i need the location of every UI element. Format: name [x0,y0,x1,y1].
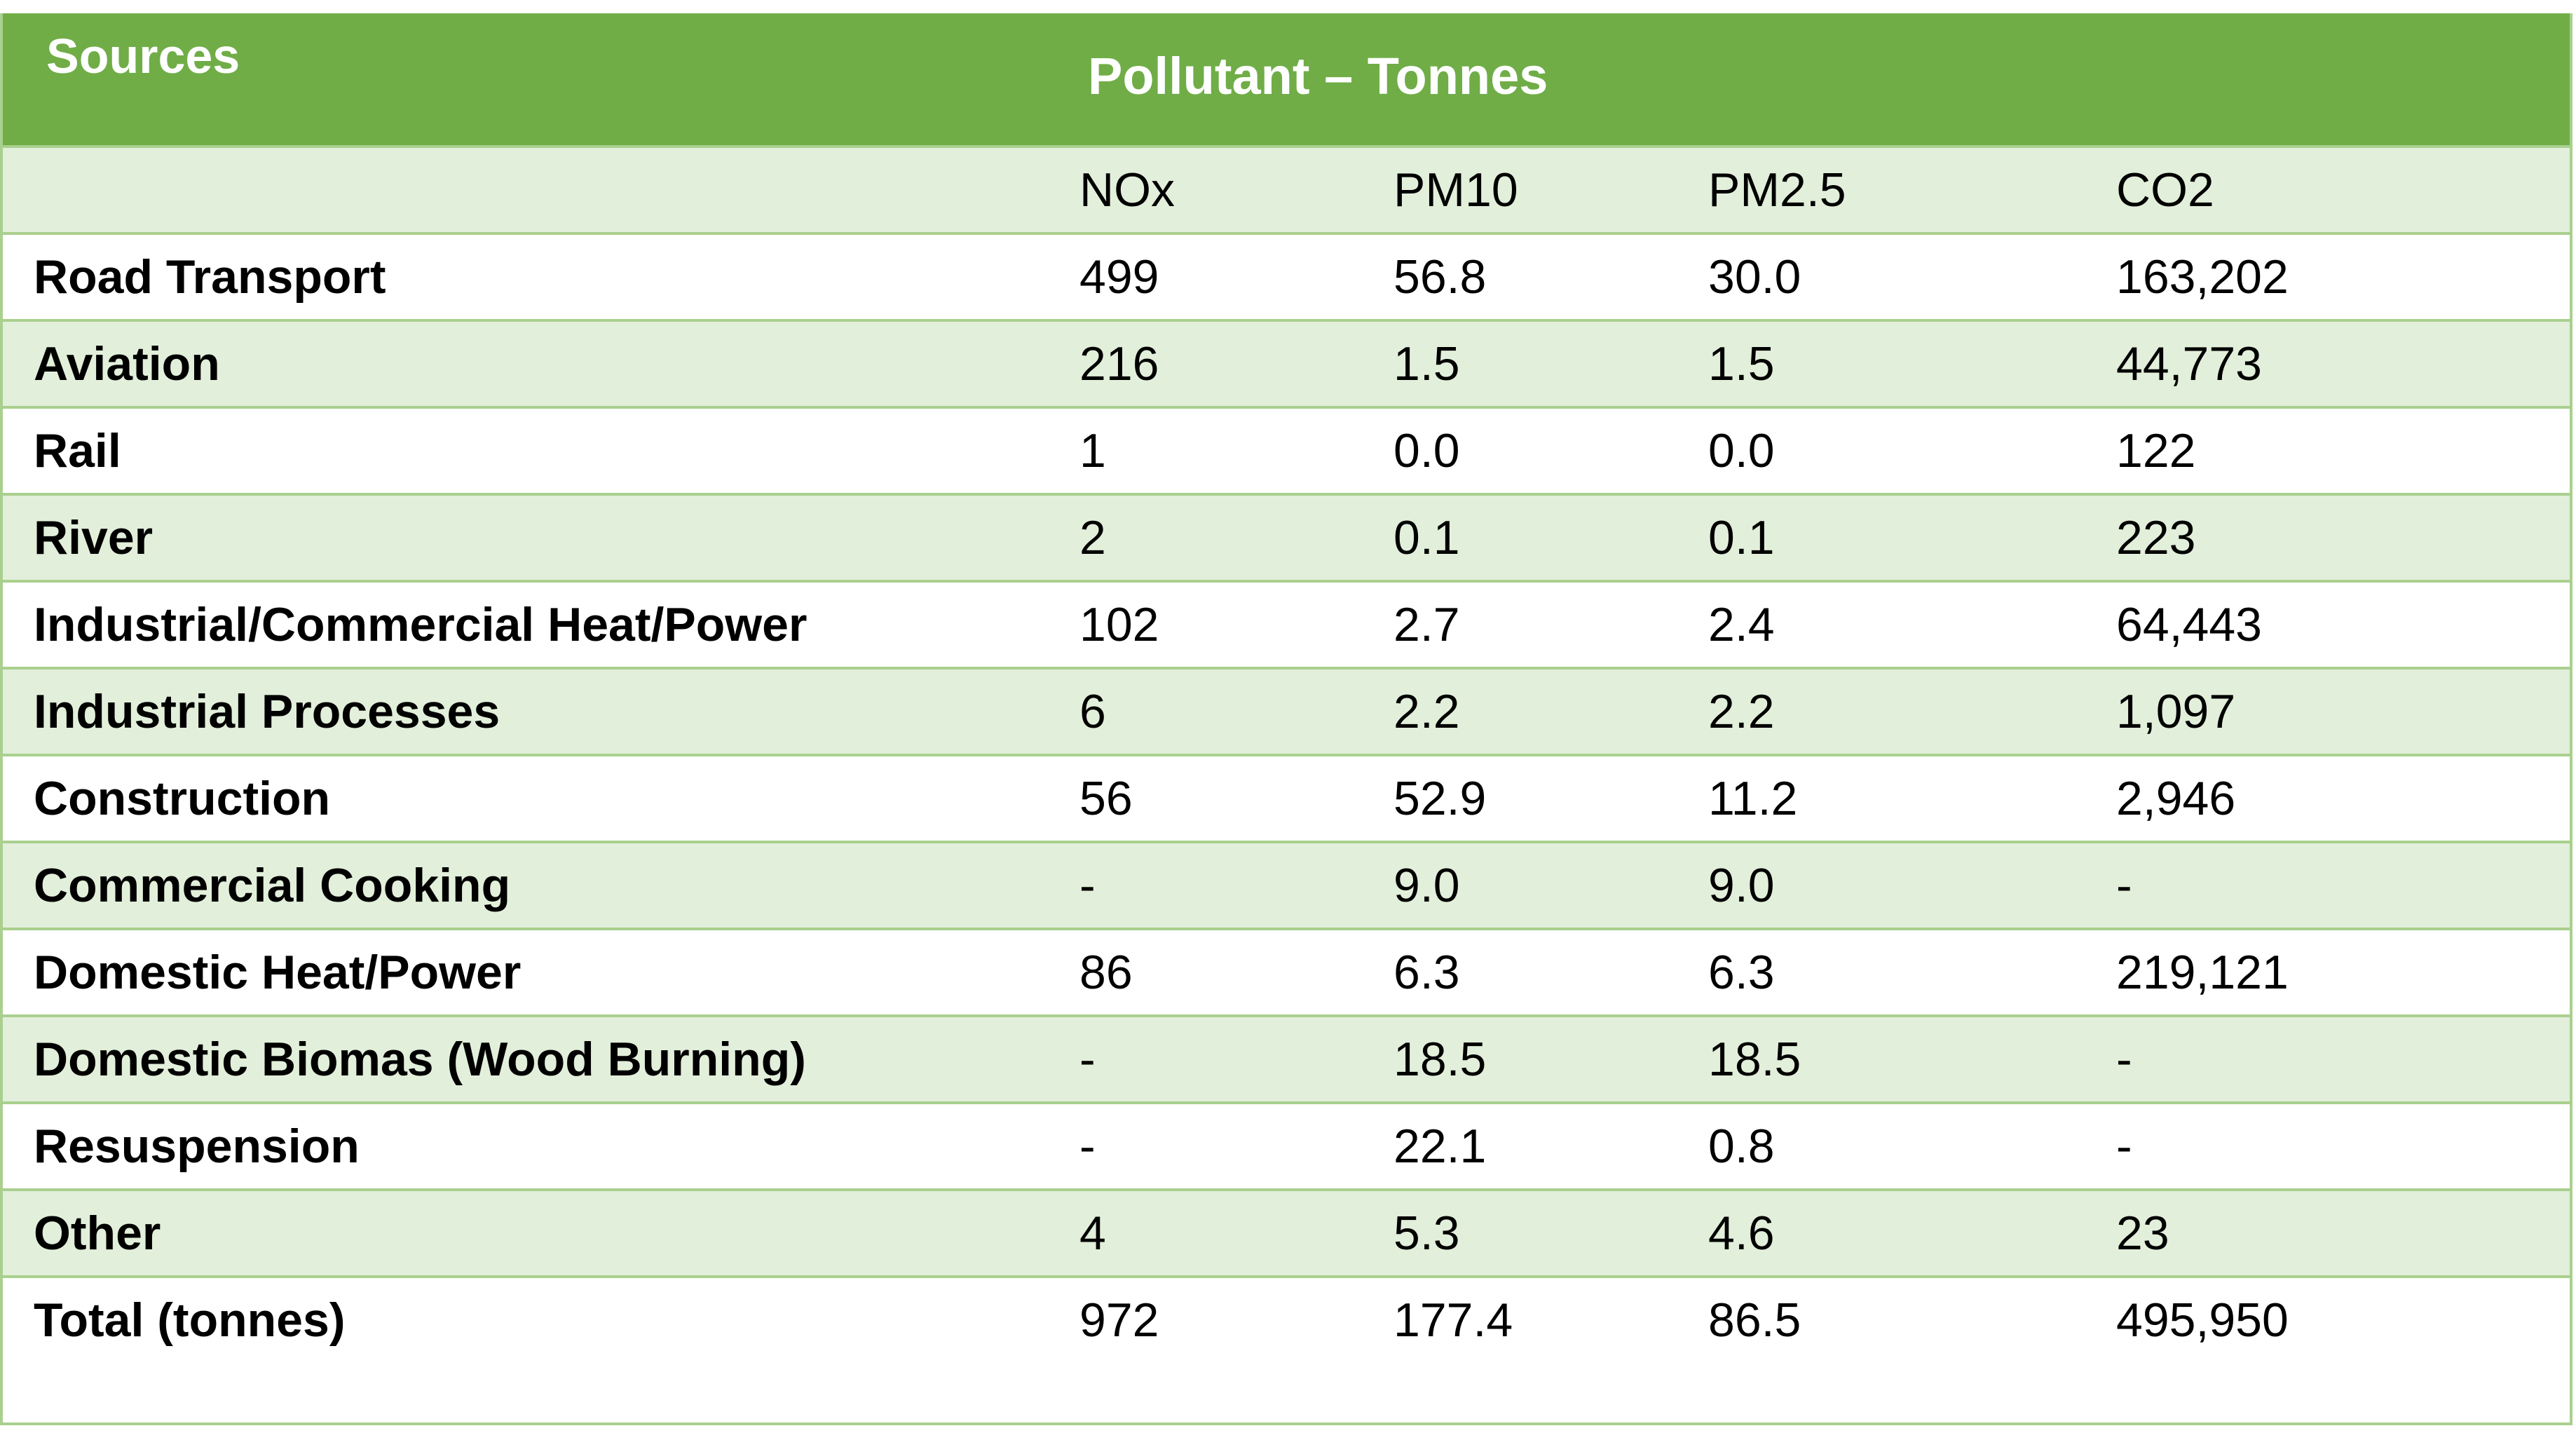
pm25-cell: 0.0 [1708,424,1775,477]
co2-cell: - [2116,1120,2132,1173]
source-cell: Resuspension [34,1120,360,1173]
table-row: Domestic Biomas (Wood Burning) - 18.5 18… [3,1014,2570,1101]
co2-cell: 163,202 [2116,250,2289,304]
nox-cell: 102 [1079,598,1159,651]
pm25-cell: 2.4 [1708,598,1775,651]
table-row: Aviation 216 1.5 1.5 44,773 [3,319,2570,406]
source-cell: Aviation [34,337,220,390]
nox-cell: - [1079,1120,1096,1173]
pm10-cell: 52.9 [1393,772,1487,825]
pm25-cell: 0.1 [1708,511,1775,564]
emissions-table: Sources Pollutant – Tonnes NOx PM10 PM2.… [0,13,2572,1425]
pm25-cell: 18.5 [1708,1033,1801,1086]
source-cell: Domestic Biomas (Wood Burning) [34,1033,806,1086]
co2-cell: 495,950 [2116,1293,2289,1347]
pm10-cell: 0.1 [1393,511,1460,564]
co2-cell: 1,097 [2116,685,2236,738]
pm10-cell: 5.3 [1393,1207,1460,1260]
pm25-cell: 6.3 [1708,946,1775,999]
nox-cell: 972 [1079,1293,1159,1347]
pm25-cell: 4.6 [1708,1207,1775,1260]
nox-cell: - [1079,859,1096,912]
pm10-cell: 177.4 [1393,1293,1513,1347]
co2-cell: - [2116,1033,2132,1086]
source-cell: Industrial Processes [34,685,500,738]
column-header-nox: NOx [1079,163,1175,217]
source-cell: Total (tonnes) [34,1293,346,1347]
nox-cell: 499 [1079,250,1159,304]
table-header: Sources Pollutant – Tonnes [3,13,2570,145]
table-row: River 2 0.1 0.1 223 [3,493,2570,580]
table-row: Domestic Heat/Power 86 6.3 6.3 219,121 [3,928,2570,1014]
pm10-cell: 22.1 [1393,1120,1487,1173]
table-row: Industrial/Commercial Heat/Power 102 2.7… [3,580,2570,667]
co2-cell: - [2116,859,2132,912]
pm10-cell: 2.2 [1393,685,1460,738]
co2-cell: 219,121 [2116,946,2289,999]
source-cell: Domestic Heat/Power [34,946,522,999]
nox-cell: 4 [1079,1207,1106,1260]
table-row: Resuspension - 22.1 0.8 - [3,1101,2570,1188]
pm10-cell: 2.7 [1393,598,1460,651]
source-cell: Road Transport [34,250,386,304]
source-cell: Other [34,1207,161,1260]
nox-cell: 56 [1079,772,1133,825]
nox-cell: 216 [1079,337,1159,390]
co2-cell: 23 [2116,1207,2169,1260]
table-row: Commercial Cooking - 9.0 9.0 - [3,841,2570,928]
column-header-row: NOx PM10 PM2.5 CO2 [3,145,2570,232]
co2-cell: 2,946 [2116,772,2236,825]
total-row: Total (tonnes) 972 177.4 86.5 495,950 [3,1275,2570,1430]
column-header-pm10: PM10 [1393,163,1518,217]
table-row: Industrial Processes 6 2.2 2.2 1,097 [3,667,2570,754]
nox-cell: - [1079,1033,1096,1086]
source-cell: Construction [34,772,331,825]
pm25-cell: 9.0 [1708,859,1775,912]
co2-cell: 223 [2116,511,2196,564]
pm25-cell: 30.0 [1708,250,1801,304]
nox-cell: 86 [1079,946,1133,999]
source-cell: Commercial Cooking [34,859,511,912]
pm25-cell: 11.2 [1708,772,1798,825]
pm25-cell: 0.8 [1708,1120,1775,1173]
nox-cell: 1 [1079,424,1106,477]
co2-cell: 122 [2116,424,2196,477]
co2-cell: 44,773 [2116,337,2262,390]
sources-heading: Sources [46,29,240,83]
pm25-cell: 1.5 [1708,337,1775,390]
pm10-cell: 9.0 [1393,859,1460,912]
column-header-co2: CO2 [2116,163,2214,217]
pm25-cell: 2.2 [1708,685,1775,738]
table-row: Construction 56 52.9 11.2 2,946 [3,754,2570,841]
pm10-cell: 56.8 [1393,250,1487,304]
source-cell: Industrial/Commercial Heat/Power [34,598,807,651]
co2-cell: 64,443 [2116,598,2262,651]
column-header-pm25: PM2.5 [1708,163,1846,217]
nox-cell: 2 [1079,511,1106,564]
pm10-cell: 6.3 [1393,946,1460,999]
source-cell: River [34,511,154,564]
table-row: Road Transport 499 56.8 30.0 163,202 [3,232,2570,319]
pollutant-heading: Pollutant – Tonnes [1088,47,1548,105]
nox-cell: 6 [1079,685,1106,738]
pm10-cell: 18.5 [1393,1033,1487,1086]
table-row: Rail 1 0.0 0.0 122 [3,406,2570,493]
table-row: Other 4 5.3 4.6 23 [3,1188,2570,1275]
pm25-cell: 86.5 [1708,1293,1801,1347]
pm10-cell: 1.5 [1393,337,1460,390]
source-cell: Rail [34,424,121,477]
pm10-cell: 0.0 [1393,424,1460,477]
